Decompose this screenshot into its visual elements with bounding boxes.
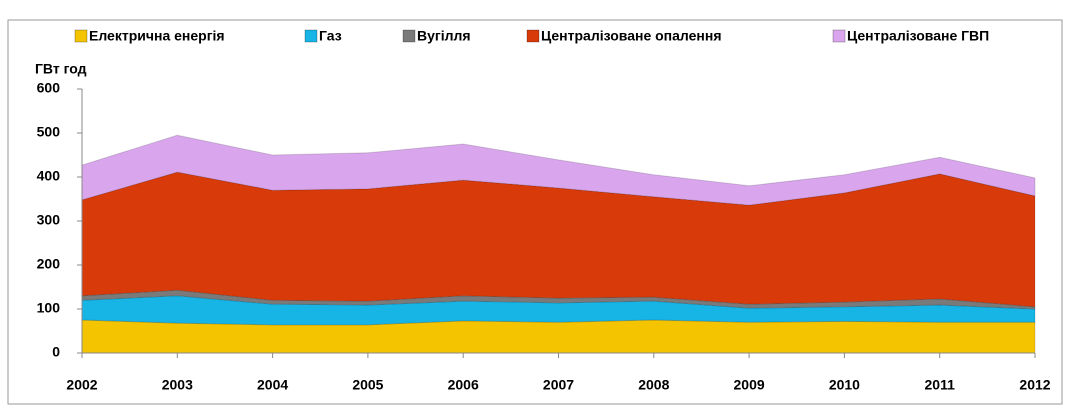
y-tick-label: 400	[37, 168, 61, 184]
legend-label: Централізоване опалення	[541, 28, 722, 44]
y-tick-label: 600	[37, 80, 61, 96]
x-tick-label: 2005	[352, 377, 383, 393]
y-tick-label: 200	[37, 256, 61, 272]
x-tick-label: 2002	[66, 377, 97, 393]
legend-swatch	[832, 29, 846, 43]
legend-label: Газ	[319, 28, 342, 44]
area	[81, 171, 1036, 308]
x-tick-label: 2006	[448, 377, 479, 393]
legend-swatch	[74, 29, 88, 43]
y-tick-label: 500	[37, 124, 61, 140]
area	[81, 289, 1036, 310]
legend-swatch	[526, 29, 540, 43]
x-tick-label: 2011	[925, 377, 956, 393]
x-tick-label: 2004	[257, 377, 288, 393]
legend-label: Централізоване ГВП	[847, 28, 989, 44]
x-tick-label: 2007	[543, 377, 574, 393]
legend-label: Вугілля	[417, 28, 471, 44]
legend-label: Електрична енергія	[89, 28, 225, 44]
x-tick-label: 2012	[1019, 377, 1050, 393]
x-tick-label: 2008	[638, 377, 669, 393]
y-tick-label: 100	[37, 300, 61, 316]
x-tick-label: 2010	[829, 377, 860, 393]
x-tick-label: 2009	[734, 377, 765, 393]
legend-swatch	[304, 29, 318, 43]
y-axis-label: ГВт год	[35, 61, 87, 77]
y-tick-label: 300	[37, 212, 61, 228]
x-tick-label: 2003	[162, 377, 193, 393]
y-tick-label: 0	[52, 344, 60, 360]
area	[81, 134, 1036, 206]
legend-swatch	[402, 29, 416, 43]
area	[81, 319, 1036, 354]
